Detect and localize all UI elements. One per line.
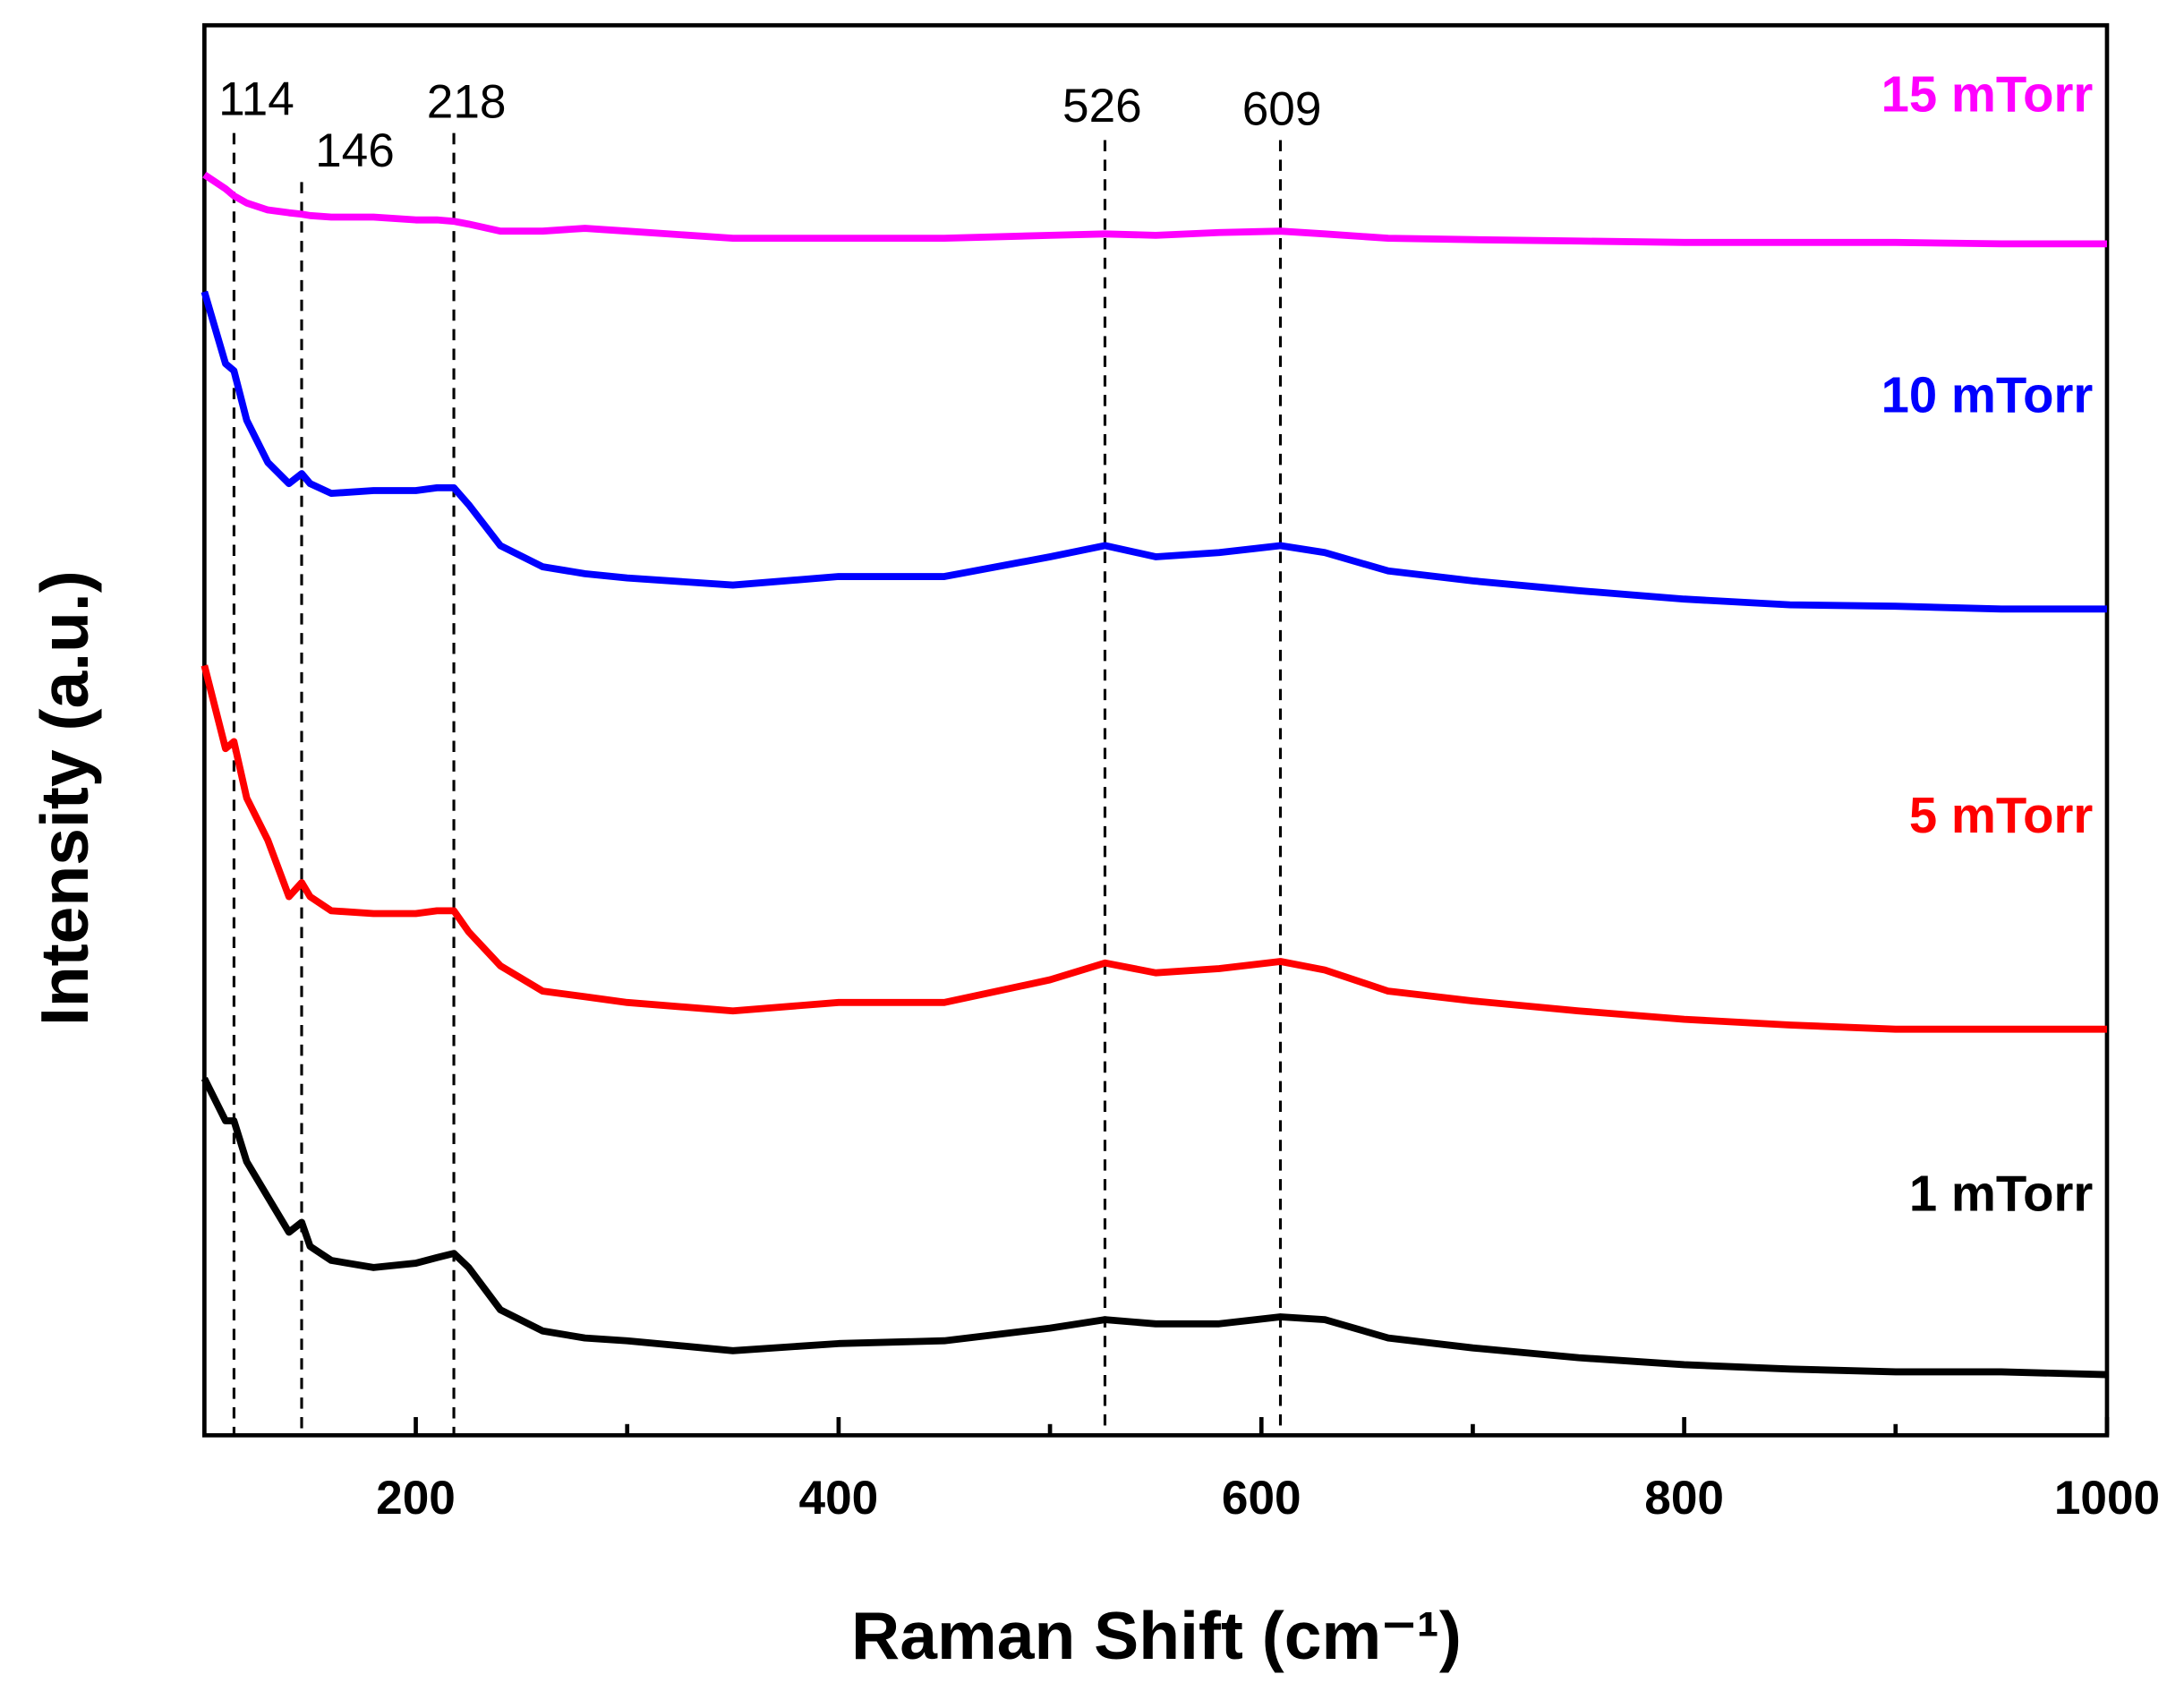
x-tick-label: 600 xyxy=(1222,1472,1301,1525)
peak-label: 146 xyxy=(315,124,395,177)
series-label: 15 mTorr xyxy=(1881,65,2094,122)
peak-label: 609 xyxy=(1242,82,1322,135)
series-label: 10 mTorr xyxy=(1881,367,2094,423)
plot-frame xyxy=(202,22,2110,1438)
series-line xyxy=(200,290,2107,613)
y-axis-title: Intensity (a.u.) xyxy=(27,570,102,1026)
peak-label: 114 xyxy=(218,73,294,125)
x-tick-label: 1000 xyxy=(2054,1472,2160,1525)
peak-label: 218 xyxy=(427,75,507,128)
peak-label: 526 xyxy=(1062,80,1142,132)
series-line xyxy=(200,1077,2108,1379)
series-line xyxy=(200,664,2107,1033)
series-label: 5 mTorr xyxy=(1909,787,2094,843)
x-axis-title: Raman Shift (cm⁻¹) xyxy=(851,1598,1462,1673)
series-line xyxy=(202,171,2107,248)
x-tick-label: 800 xyxy=(1644,1472,1724,1525)
series-label: 1 mTorr xyxy=(1909,1165,2094,1221)
x-tick-label: 200 xyxy=(376,1472,456,1525)
x-tick-label: 400 xyxy=(799,1472,879,1525)
